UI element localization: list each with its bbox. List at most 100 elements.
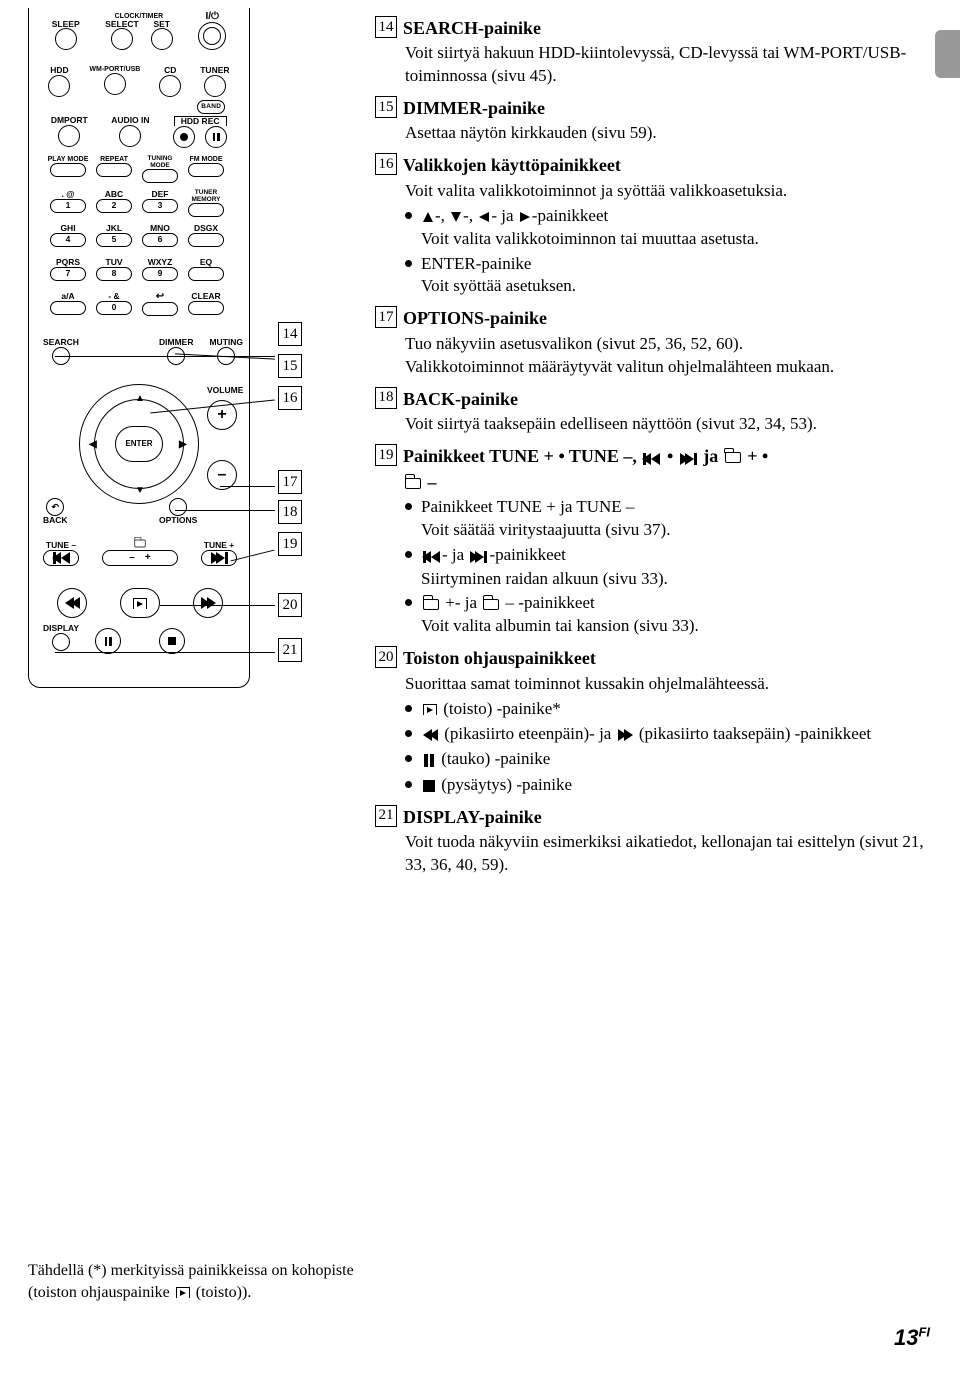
label-cd: CD xyxy=(164,66,176,75)
btn-ff xyxy=(193,588,223,618)
btn-back: ↶ xyxy=(46,498,64,516)
title-17: OPTIONS-painike xyxy=(403,306,547,330)
label-wxyz: WXYZ xyxy=(148,258,173,267)
label-playmode: PLAY MODE xyxy=(48,156,89,163)
btn-select xyxy=(111,28,133,50)
label-dmport: DMPORT xyxy=(51,116,88,125)
label-dimmer: DIMMER xyxy=(159,338,193,347)
i19-b2: - ja -painikkeet Siirtyminen raidan alku… xyxy=(405,544,935,591)
label-ghi: GHI xyxy=(60,224,75,233)
label-clear: CLEAR xyxy=(191,292,220,301)
i16-b1: -, -, - ja -painikkeet Voit valita valik… xyxy=(405,205,935,251)
title-16: Valikkojen käyttöpainikkeet xyxy=(403,153,621,177)
item-21: 21DISPLAY-painike Voit tuoda näkyviin es… xyxy=(375,805,935,877)
btn-clear xyxy=(188,301,224,315)
btn-7: 7 xyxy=(50,267,86,281)
btn-3: 3 xyxy=(142,199,178,213)
btn-rew xyxy=(57,588,87,618)
btn-prev xyxy=(43,550,79,566)
btn-play xyxy=(120,588,160,618)
item-17: 17OPTIONS-painike Tuo näkyviin asetusval… xyxy=(375,306,935,378)
btn-set xyxy=(151,28,173,50)
footnote: Tähdellä (*) merkityissä painikkeissa on… xyxy=(28,1260,358,1303)
label-def: DEF xyxy=(152,190,169,199)
btn-0: 0 xyxy=(96,301,132,315)
btn-next xyxy=(201,550,237,566)
callout-21: 21 xyxy=(278,638,302,662)
label-amp: - & xyxy=(108,292,119,301)
label-audioin: AUDIO IN xyxy=(111,116,149,125)
btn-return xyxy=(142,302,178,316)
label-tuneminus: TUNE – xyxy=(46,541,76,550)
label-tuneplus: TUNE + xyxy=(204,541,234,550)
item-19: 19 Painikkeet TUNE + • TUNE –, • ja + • … xyxy=(375,444,935,639)
body-14: Voit siirtyä hakuun HDD-kiintolevyssä, C… xyxy=(405,42,935,88)
label-fmmode: FM MODE xyxy=(189,156,222,163)
label-sleep: SLEEP xyxy=(52,20,80,29)
label-tunermem: TUNERMEMORY xyxy=(191,190,220,203)
i19-b1: Painikkeet TUNE + ja TUNE – Voit säätää … xyxy=(405,496,935,542)
label-tuningmode: TUNING MODE xyxy=(137,156,183,169)
btn-6: 6 xyxy=(142,233,178,247)
i20-b4: (pysäytys) -painike xyxy=(405,774,935,797)
cursor-pad: ENTER ▲ ▼ ◀ ▶ xyxy=(79,384,199,504)
title-21: DISPLAY-painike xyxy=(403,805,542,829)
descriptions: 14SEARCH-painike Voit siirtyä hakuun HDD… xyxy=(375,16,935,885)
btn-audioin xyxy=(119,125,141,147)
body-18: Voit siirtyä taaksepäin edelliseen näytt… xyxy=(405,413,935,436)
label-repeat: REPEAT xyxy=(100,156,128,163)
btn-display xyxy=(52,633,70,651)
i20-b3: (tauko) -painike xyxy=(405,748,935,772)
btn-tuner xyxy=(204,75,226,97)
btn-options xyxy=(169,498,187,516)
btn-power xyxy=(198,22,226,50)
btn-enter: ENTER xyxy=(115,426,163,462)
btn-5: 5 xyxy=(96,233,132,247)
btn-dsgx xyxy=(188,233,224,247)
callout-14: 14 xyxy=(278,322,302,346)
label-jkl: JKL xyxy=(106,224,122,233)
label-aA: a/A xyxy=(61,292,74,301)
btn-hdd xyxy=(48,75,70,97)
btn-stop xyxy=(159,628,185,654)
item-20: 20Toiston ohjauspainikkeet Suorittaa sam… xyxy=(375,646,935,796)
label-options: OPTIONS xyxy=(159,516,197,525)
title-20: Toiston ohjauspainikkeet xyxy=(403,646,596,670)
btn-8: 8 xyxy=(96,267,132,281)
btn-pause xyxy=(95,628,121,654)
label-display: DISPLAY xyxy=(43,624,79,633)
callout-16: 16 xyxy=(278,386,302,410)
callout-15: 15 xyxy=(278,354,302,378)
callout-17: 17 xyxy=(278,470,302,494)
label-abc: ABC xyxy=(105,190,123,199)
item-15: 15DIMMER-painike Asettaa näytön kirkkaud… xyxy=(375,96,935,145)
callout-18: 18 xyxy=(278,500,302,524)
btn-2: 2 xyxy=(96,199,132,213)
remote-diagram: SLEEP CLOCK/TIMER SELECT SET I/⏻ HDD WM- xyxy=(28,8,250,688)
label-eq: EQ xyxy=(200,258,212,267)
item-16: 16Valikkojen käyttöpainikkeet Voit valit… xyxy=(375,153,935,298)
label-select: SELECT xyxy=(105,20,139,29)
i19-b3: +- ja – -painikkeet Voit valita albumin … xyxy=(405,592,935,638)
btn-cd xyxy=(159,75,181,97)
i16-b2: ENTER-painike Voit syöttää asetuksen. xyxy=(405,253,935,299)
btn-tunermem xyxy=(188,203,224,217)
callout-20: 20 xyxy=(278,593,302,617)
title-15: DIMMER-painike xyxy=(403,96,545,120)
side-tab xyxy=(935,30,960,78)
label-dsgx: DSGX xyxy=(194,224,218,233)
btn-rec xyxy=(173,126,195,148)
label-pqrs: PQRS xyxy=(56,258,80,267)
label-back: BACK xyxy=(43,516,68,525)
btn-dmport xyxy=(58,125,80,147)
i20-b1: (toisto) -painike* xyxy=(405,698,935,721)
label-set: SET xyxy=(153,20,170,29)
body-15: Asettaa näytön kirkkauden (sivu 59). xyxy=(405,122,935,145)
label-hdd: HDD xyxy=(50,66,68,75)
label-search: SEARCH xyxy=(43,338,79,347)
play-row2 xyxy=(95,628,185,654)
btn-sleep xyxy=(55,28,77,50)
label-wmport: WM-PORT/USB xyxy=(89,66,140,73)
band-oval: BAND xyxy=(197,100,225,114)
body-20: Suorittaa samat toiminnot kussakin ohjel… xyxy=(405,673,935,696)
